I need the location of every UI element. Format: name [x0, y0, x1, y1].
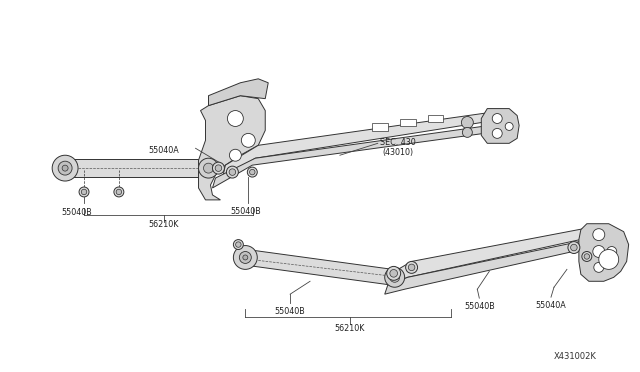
Circle shape [229, 149, 241, 161]
Text: 55040A: 55040A [148, 146, 179, 155]
Circle shape [406, 262, 417, 273]
Circle shape [408, 264, 415, 271]
Text: 56210K: 56210K [335, 324, 365, 333]
Circle shape [236, 242, 241, 247]
Circle shape [212, 162, 225, 174]
Circle shape [234, 240, 243, 250]
Polygon shape [247, 250, 393, 285]
Circle shape [229, 169, 236, 175]
Polygon shape [223, 113, 494, 178]
Circle shape [390, 270, 397, 277]
Polygon shape [428, 115, 444, 122]
Circle shape [593, 229, 605, 241]
Circle shape [247, 167, 257, 177]
Polygon shape [392, 228, 594, 284]
Polygon shape [209, 79, 268, 106]
Circle shape [584, 254, 589, 259]
Text: SEC. 430: SEC. 430 [380, 138, 415, 147]
Circle shape [79, 187, 89, 197]
Circle shape [593, 246, 605, 257]
Circle shape [81, 189, 87, 195]
Circle shape [114, 187, 124, 197]
Text: 55040A: 55040A [536, 301, 566, 310]
Text: (43010): (43010) [383, 148, 414, 157]
Circle shape [204, 163, 214, 173]
Circle shape [568, 241, 580, 253]
Circle shape [594, 262, 604, 272]
Circle shape [239, 251, 252, 263]
Circle shape [62, 165, 68, 171]
Circle shape [599, 250, 619, 269]
Text: 55040B: 55040B [275, 307, 305, 316]
Polygon shape [212, 125, 492, 188]
Circle shape [234, 246, 257, 269]
Circle shape [241, 134, 255, 147]
Polygon shape [67, 159, 207, 177]
Circle shape [58, 161, 72, 175]
Circle shape [227, 110, 243, 126]
Polygon shape [399, 119, 415, 126]
Circle shape [462, 128, 472, 137]
Text: 55040B: 55040B [464, 302, 495, 311]
Circle shape [243, 255, 248, 260]
Circle shape [227, 166, 238, 178]
Circle shape [461, 116, 474, 128]
Circle shape [116, 189, 122, 195]
Circle shape [385, 267, 404, 287]
Circle shape [582, 251, 592, 262]
Polygon shape [198, 96, 265, 200]
Text: 55040B: 55040B [61, 208, 92, 217]
Circle shape [387, 266, 401, 280]
Circle shape [215, 165, 221, 171]
Circle shape [492, 113, 502, 124]
Circle shape [571, 244, 577, 251]
Circle shape [607, 247, 617, 256]
Circle shape [505, 122, 513, 131]
Polygon shape [579, 224, 628, 281]
Polygon shape [481, 109, 519, 143]
Circle shape [52, 155, 78, 181]
Circle shape [492, 128, 502, 138]
Text: X431002K: X431002K [554, 352, 596, 361]
Circle shape [250, 169, 255, 175]
Text: 56210K: 56210K [148, 220, 179, 229]
Circle shape [390, 272, 399, 282]
Polygon shape [372, 124, 388, 131]
Circle shape [198, 158, 218, 178]
Polygon shape [385, 240, 591, 294]
Text: 55040B: 55040B [230, 207, 261, 216]
